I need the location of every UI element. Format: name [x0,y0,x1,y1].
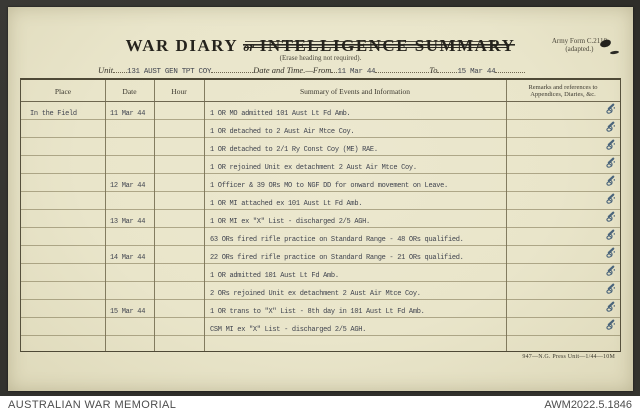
table-row: 1 OR detached to 2/1 Ry Const Coy (ME) R… [21,138,620,156]
date-to-value: 15 Mar 44 [457,68,496,76]
cell-summary: 1 OR admitted 101 Aust Lt Fd Amb. [210,272,339,280]
signature-initials-icon [606,193,616,204]
header-place: Place [54,86,72,96]
signature-initials-icon [606,211,616,222]
diary-table: Place Date Hour Summary of Events and In… [20,78,621,352]
dotted-leader [331,64,338,73]
table-row: 1 OR admitted 101 Aust Lt Fd Amb. [21,264,620,282]
cell-date: 13 Mar 44 [110,218,146,226]
archive-caption-bar: AUSTRALIAN WAR MEMORIAL AWM2022.5.1846 [0,396,640,414]
table-row: 1 OR MI attached ex 101 Aust Lt Fd Amb. [21,192,620,210]
cell-summary: CSM MI ex "X" List - discharged 2/5 AGH. [210,326,367,334]
title-war-diary: WAR DIARY [125,36,238,55]
signature-initials-icon [606,103,616,114]
cell-date: 12 Mar 44 [110,182,146,190]
title-subtext: (Erase heading not required). [279,54,362,62]
title-or: or [243,40,254,54]
cell-summary: 2 ORs rejoined Unit ex detachment 2 Aust… [210,290,421,298]
signature-initials-icon [606,157,616,168]
form-number-line1: Army Form C.2118 [551,37,607,45]
header-summary: Summary of Events and Information [300,86,410,96]
printer-imprint: 947—N.G. Press Unit—1/44—10M [522,354,615,360]
title-intelligence-summary: INTELLIGENCE SUMMARY [259,36,516,55]
archive-accession-number: AWM2022.5.1846 [544,399,632,411]
column-divider [506,80,507,351]
signature-initials-icon [606,229,616,240]
dotted-leader [211,64,254,73]
form-number: Army Form C.2118 (adapted.) [552,37,607,53]
table-row: 1 OR rejoined Unit ex detachment 2 Aust … [21,156,620,174]
signature-initials-icon [606,283,616,294]
cell-summary: 1 OR MO admitted 101 Aust Lt Fd Amb. [210,110,351,118]
table-row: CSM MI ex "X" List - discharged 2/5 AGH. [21,318,620,336]
cell-date: 14 Mar 44 [110,254,146,262]
form-number-line2: (adapted.) [565,45,594,53]
table-row: In the Field 11 Mar 44 1 OR MO admitted … [21,102,620,120]
column-divider [105,80,106,351]
header-remarks-line1: Remarks and references to [528,84,598,91]
table-row: 15 Mar 44 1 OR trans to "X" List - 8th d… [21,300,620,318]
unit-label: Unit [98,65,114,75]
table-row: 12 Mar 44 1 Officer & 39 ORs MO to NGF D… [21,174,620,192]
table-row: 2 ORs rejoined Unit ex detachment 2 Aust… [21,282,620,300]
column-divider [204,80,205,351]
page-title: WAR DIARY or INTELLIGENCE SUMMARY [8,36,633,56]
archive-institution: AUSTRALIAN WAR MEMORIAL [8,399,177,411]
dotted-leader [113,64,128,73]
signature-initials-icon [606,265,616,276]
war-diary-page: Army Form C.2118 (adapted.) WAR DIARY or… [8,7,633,391]
table-body: In the Field 11 Mar 44 1 OR MO admitted … [21,102,620,336]
cell-date: 15 Mar 44 [110,308,146,316]
cell-summary: 22 ORs fired rifle practice on Standard … [210,254,464,262]
date-from-value: 11 Mar 44 [337,68,376,76]
signature-initials-icon [606,319,616,330]
dotted-leader [375,64,430,73]
column-divider [154,80,155,351]
header-hour: Hour [171,86,187,96]
table-header-row: Place Date Hour Summary of Events and In… [21,80,620,102]
datetime-label: Date and Time.—From [253,65,332,75]
header-remarks-line2: Appendices, Diaries, &c. [530,91,596,98]
signature-initials-icon [606,139,616,150]
signature-initials-icon [606,121,616,132]
table-row: 1 OR detached to 2 Aust Air Mtce Coy. [21,120,620,138]
signature-initials-icon [606,247,616,258]
cell-summary: 1 OR MI attached ex 101 Aust Lt Fd Amb. [210,200,363,208]
cell-summary: 1 OR detached to 2 Aust Air Mtce Coy. [210,128,355,136]
table-row: 13 Mar 44 1 OR MI ex "X" List - discharg… [21,210,620,228]
unit-value: 131 AUST GEN TPT COY [127,68,212,76]
cell-summary: 1 OR detached to 2/1 Ry Const Coy (ME) R… [210,146,378,154]
signature-initials-icon [606,175,616,186]
cell-summary: 63 ORs fired rifle practice on Standard … [210,236,464,244]
header-date: Date [122,86,137,96]
title-struck-heading: or INTELLIGENCE SUMMARY [243,36,516,55]
dotted-leader [495,64,526,73]
cell-summary: 1 Officer & 39 ORs MO to NGF DD for onwa… [210,182,448,190]
table-row: 63 ORs fired rifle practice on Standard … [21,228,620,246]
cell-summary: 1 OR trans to "X" List - 8th day in 101 … [210,308,425,316]
header-remarks: Remarks and references to Appendices, Di… [506,80,620,102]
cell-date: 11 Mar 44 [110,110,146,118]
unit-and-date-line: Unit 131 AUST GEN TPT COY Date and Time.… [20,64,621,76]
cell-place: In the Field [30,110,77,118]
cell-summary: 1 OR rejoined Unit ex detachment 2 Aust … [210,164,417,172]
cell-summary: 1 OR MI ex "X" List - discharged 2/5 AGH… [210,218,370,226]
table-row: 14 Mar 44 22 ORs fired rifle practice on… [21,246,620,264]
to-label: To [429,65,438,75]
signature-initials-icon [606,301,616,312]
dotted-leader [437,64,458,73]
